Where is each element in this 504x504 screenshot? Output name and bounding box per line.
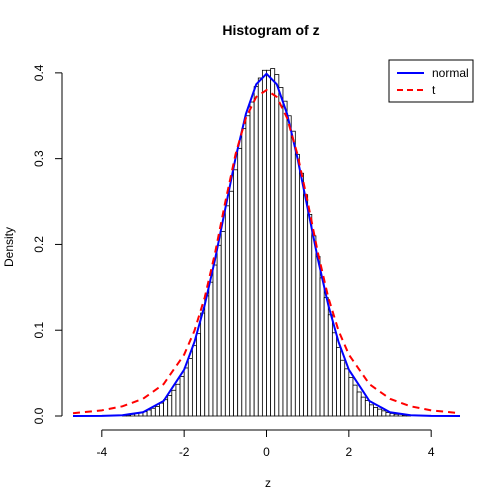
histogram-bar xyxy=(303,194,309,417)
histogram-bar xyxy=(336,346,342,417)
histogram-bar xyxy=(352,384,358,417)
x-tick-label: -4 xyxy=(96,445,107,459)
x-axis-label: z xyxy=(265,476,271,490)
histogram-bar xyxy=(393,413,399,417)
x-tick-label: -2 xyxy=(179,445,190,459)
histogram-bar xyxy=(159,402,164,417)
histogram-bar xyxy=(389,413,395,417)
histogram-bar xyxy=(171,389,177,417)
density-curves xyxy=(72,72,461,417)
histogram-bar xyxy=(154,406,160,417)
x-tick-label: 4 xyxy=(428,445,435,459)
histogram-bar xyxy=(299,172,304,417)
histogram-bar xyxy=(369,404,374,417)
histogram-bar xyxy=(208,281,214,417)
histogram-bar xyxy=(282,100,288,417)
histogram-bar xyxy=(331,332,337,417)
histogram-bar xyxy=(294,153,300,417)
legend-box xyxy=(388,59,474,103)
histogram-bar xyxy=(364,400,370,417)
histogram-bar xyxy=(220,231,226,417)
histogram-bar xyxy=(261,69,267,417)
histogram-bar xyxy=(196,333,202,417)
histogram-bar xyxy=(356,391,362,417)
histogram-bar xyxy=(249,101,255,417)
y-tick-label: 0.0 xyxy=(32,407,46,424)
curve-t xyxy=(72,88,461,415)
histogram-bar xyxy=(175,383,181,417)
histogram-bar xyxy=(344,368,350,417)
histogram-bar xyxy=(224,205,230,417)
histogram-bar xyxy=(290,130,296,417)
y-axis-label: Density xyxy=(2,227,16,267)
histogram-bar xyxy=(187,358,193,417)
histogram-bar xyxy=(253,86,259,417)
histogram-bar xyxy=(245,115,251,417)
histogram-bar xyxy=(377,408,383,417)
histogram-bar xyxy=(286,115,292,417)
histogram-bar xyxy=(257,77,263,417)
histogram-bar xyxy=(315,256,321,417)
y-axis: 0.0 0.1 0.2 0.3 0.4 xyxy=(32,64,63,424)
histogram-bar xyxy=(241,128,247,417)
x-axis: -4 -2 0 2 4 xyxy=(96,429,435,459)
histogram-bar xyxy=(319,277,325,417)
histogram-bar xyxy=(340,359,346,417)
y-tick-label: 0.2 xyxy=(32,236,46,253)
x-tick-label: 0 xyxy=(263,445,270,459)
histogram-bar xyxy=(237,147,243,417)
histogram-bar xyxy=(167,395,173,417)
histogram-bar xyxy=(216,244,222,417)
legend: normal t xyxy=(388,59,474,103)
legend-normal-label: normal xyxy=(432,66,469,80)
histogram-bar xyxy=(163,399,169,417)
histogram-bar xyxy=(191,345,197,417)
histogram-bar xyxy=(274,74,280,417)
histogram-bar xyxy=(307,214,313,417)
histogram-bar xyxy=(311,235,317,417)
histogram-bar xyxy=(348,376,354,417)
histogram-bar xyxy=(270,68,276,417)
histogram-bar xyxy=(381,410,387,417)
chart-title: Histogram of z xyxy=(222,22,319,38)
histogram-bar xyxy=(150,407,156,417)
y-tick-label: 0.3 xyxy=(32,150,46,167)
histogram-bar xyxy=(233,169,239,417)
legend-t-label: t xyxy=(432,83,436,97)
histogram-bar xyxy=(212,264,218,417)
histogram-bar xyxy=(183,367,189,417)
histogram-bar xyxy=(179,376,185,417)
histogram-bar xyxy=(146,409,152,417)
curve-normal xyxy=(72,72,461,417)
histogram-bar xyxy=(278,87,284,417)
histogram-bar xyxy=(385,412,391,417)
y-tick-label: 0.1 xyxy=(32,322,46,339)
histogram-bar xyxy=(327,314,333,417)
y-tick-label: 0.4 xyxy=(32,64,46,81)
histogram-bar xyxy=(204,295,210,417)
histogram-bar xyxy=(229,190,234,417)
x-tick-label: 2 xyxy=(345,445,352,459)
histogram-bar xyxy=(323,297,329,417)
histogram-bar xyxy=(360,396,366,417)
histogram-bars xyxy=(122,68,412,417)
histogram-bar xyxy=(200,312,206,417)
histogram-bar xyxy=(266,69,272,417)
histogram-bar xyxy=(373,407,379,417)
